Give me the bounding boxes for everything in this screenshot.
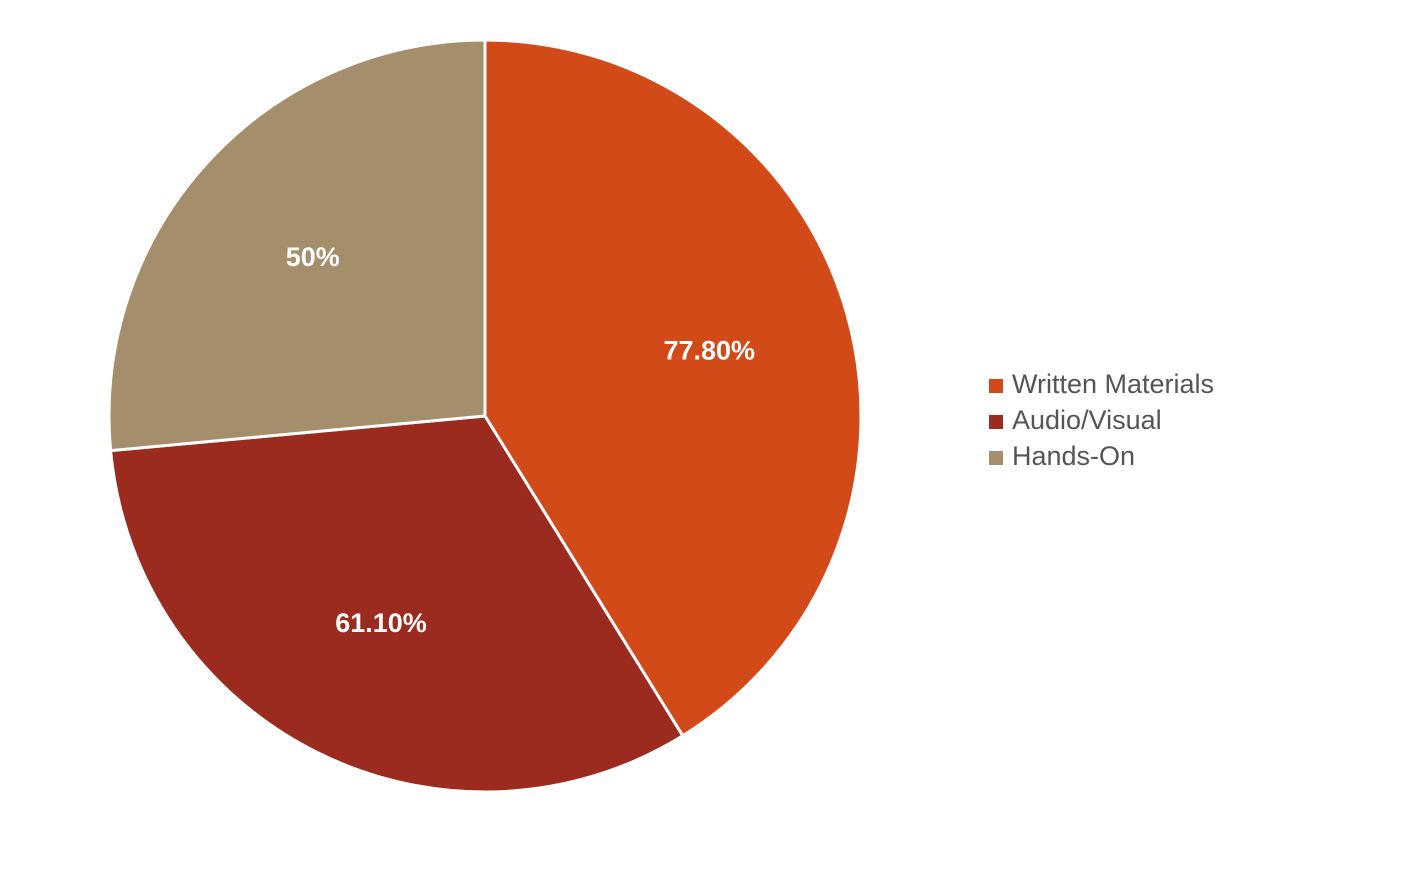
legend-label: Audio/Visual [1012, 405, 1162, 435]
legend-label: Written Materials [1012, 369, 1214, 399]
data-label: 50% [286, 242, 340, 272]
legend-swatch [989, 379, 1003, 393]
data-label: 77.80% [663, 335, 755, 365]
legend-label: Hands-On [1012, 441, 1135, 471]
pie-slice [107, 38, 487, 453]
legend-swatch [989, 415, 1003, 429]
pie-slice [483, 38, 863, 738]
pie-slice [108, 414, 685, 794]
data-label: 61.10% [335, 608, 427, 638]
legend-swatch [989, 451, 1003, 465]
